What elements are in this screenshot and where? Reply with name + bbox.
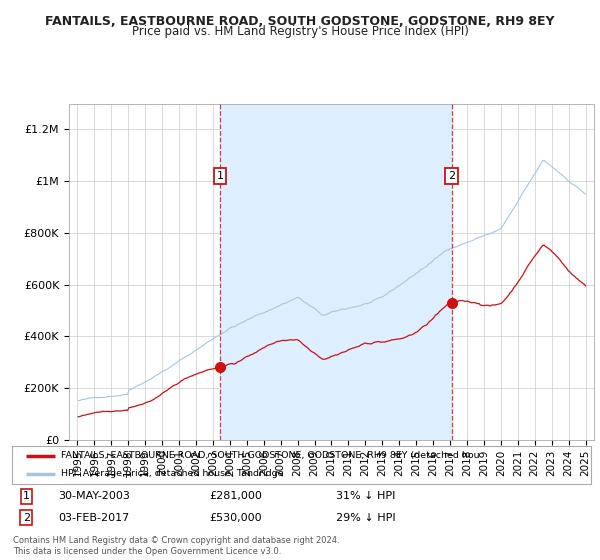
Text: 29% ↓ HPI: 29% ↓ HPI	[336, 512, 396, 522]
Text: FANTAILS, EASTBOURNE ROAD, SOUTH GODSTONE, GODSTONE, RH9 8EY: FANTAILS, EASTBOURNE ROAD, SOUTH GODSTON…	[45, 15, 555, 27]
Text: 2: 2	[448, 171, 455, 181]
Text: 1: 1	[23, 491, 30, 501]
Text: 30-MAY-2003: 30-MAY-2003	[58, 491, 130, 501]
Text: HPI: Average price, detached house, Tandridge: HPI: Average price, detached house, Tand…	[61, 469, 284, 478]
Text: £530,000: £530,000	[209, 512, 262, 522]
Text: 03-FEB-2017: 03-FEB-2017	[58, 512, 130, 522]
Text: Contains HM Land Registry data © Crown copyright and database right 2024.
This d: Contains HM Land Registry data © Crown c…	[13, 536, 340, 556]
Text: Price paid vs. HM Land Registry's House Price Index (HPI): Price paid vs. HM Land Registry's House …	[131, 25, 469, 38]
Text: 31% ↓ HPI: 31% ↓ HPI	[336, 491, 395, 501]
Text: FANTAILS, EASTBOURNE ROAD, SOUTH GODSTONE, GODSTONE, RH9 8EY (detached hou: FANTAILS, EASTBOURNE ROAD, SOUTH GODSTON…	[61, 451, 480, 460]
Text: 1: 1	[217, 171, 223, 181]
Text: 2: 2	[23, 512, 30, 522]
Bar	[220, 104, 452, 440]
Text: £281,000: £281,000	[209, 491, 262, 501]
